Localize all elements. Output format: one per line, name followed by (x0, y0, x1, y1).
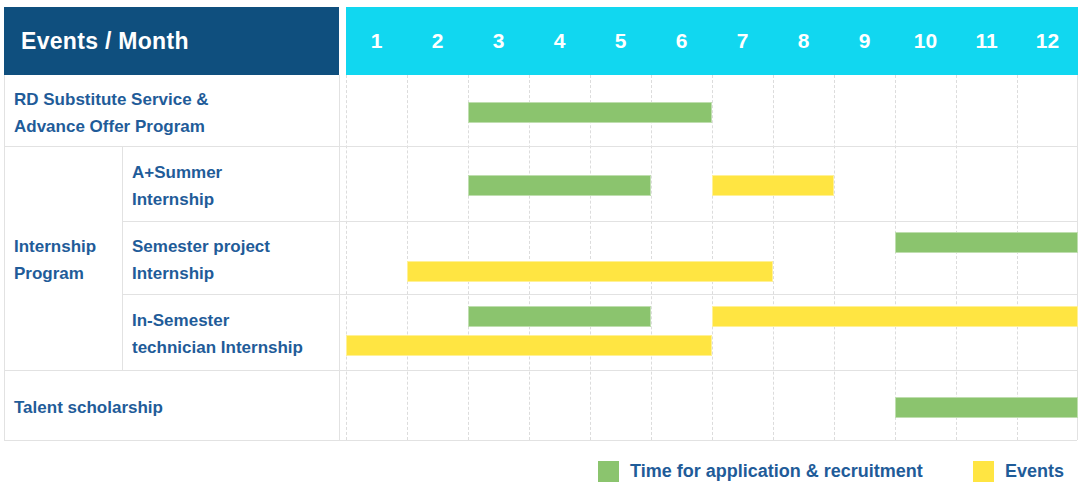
gantt-bar-application (895, 232, 1078, 253)
row-label-line: Advance Offer Program (14, 113, 209, 140)
month-header-5: 5 (590, 7, 651, 75)
row-divider (4, 146, 1077, 147)
month-header-3: 3 (468, 7, 529, 75)
month-gridline (590, 75, 591, 440)
gantt-chart: Events / Month 123456789101112 RD Substi… (0, 0, 1080, 494)
row-label-line: Internship (132, 260, 270, 287)
row-divider (4, 370, 1077, 371)
month-header-4: 4 (529, 7, 590, 75)
subcolumn-divider (122, 146, 123, 370)
legend-item-application: Time for application & recruitment (598, 461, 923, 482)
month-header-6: 6 (651, 7, 712, 75)
gantt-bar-event (346, 335, 712, 356)
row-label: Semester projectInternship (132, 233, 270, 287)
table-border-bottom (4, 440, 1077, 441)
row-label-line: Talent scholarship (14, 394, 163, 421)
month-header-8: 8 (773, 7, 834, 75)
month-gridline (407, 75, 408, 440)
month-gridline (651, 75, 652, 440)
table-border-right (1077, 75, 1078, 440)
events-swatch-icon (973, 461, 994, 482)
header-month-strip: 123456789101112 (346, 7, 1078, 75)
month-gridline (1017, 75, 1018, 440)
table-border-left (4, 75, 5, 440)
group-label: InternshipProgram (14, 233, 96, 287)
month-header-10: 10 (895, 7, 956, 75)
month-gridline (468, 75, 469, 440)
month-header-12: 12 (1017, 7, 1078, 75)
month-gridline (712, 75, 713, 440)
gantt-bar-event (407, 261, 773, 282)
month-header-9: 9 (834, 7, 895, 75)
month-gridline (895, 75, 896, 440)
row-label-line: In-Semester (132, 307, 303, 334)
month-gridline (529, 75, 530, 440)
row-divider (122, 294, 1077, 295)
label-grid-divider (339, 75, 340, 440)
row-label-line: RD Substitute Service & (14, 86, 209, 113)
legend-label-events: Events (1005, 461, 1064, 482)
row-label: In-Semestertechnician Internship (132, 307, 303, 361)
gantt-bar-application (895, 397, 1078, 418)
legend-label-application: Time for application & recruitment (630, 461, 923, 482)
month-header-7: 7 (712, 7, 773, 75)
row-label-line: Semester project (132, 233, 270, 260)
row-label-line: Internship (132, 186, 222, 213)
gantt-bar-event (712, 306, 1078, 327)
header-corner-label: Events / Month (21, 28, 189, 55)
legend: Time for application & recruitment Event… (0, 458, 1080, 488)
gantt-bar-application (468, 306, 651, 327)
row-label: A+SummerInternship (132, 159, 222, 213)
row-label-line: A+Summer (132, 159, 222, 186)
header-corner-cell: Events / Month (4, 7, 339, 75)
month-gridline (834, 75, 835, 440)
legend-item-events: Events (973, 461, 1064, 482)
gantt-bar-application (468, 175, 651, 196)
month-gridline (956, 75, 957, 440)
row-label: RD Substitute Service &Advance Offer Pro… (14, 86, 209, 140)
gantt-bar-event (712, 175, 834, 196)
application-swatch-icon (598, 461, 619, 482)
group-label-line: Internship (14, 233, 96, 260)
row-label: Talent scholarship (14, 394, 163, 421)
month-header-11: 11 (956, 7, 1017, 75)
row-label-line: technician Internship (132, 334, 303, 361)
month-header-1: 1 (346, 7, 407, 75)
month-header-2: 2 (407, 7, 468, 75)
row-divider (122, 221, 1077, 222)
month-gridline (346, 75, 347, 440)
month-gridline (773, 75, 774, 440)
group-label-line: Program (14, 260, 96, 287)
gantt-bar-application (468, 102, 712, 123)
